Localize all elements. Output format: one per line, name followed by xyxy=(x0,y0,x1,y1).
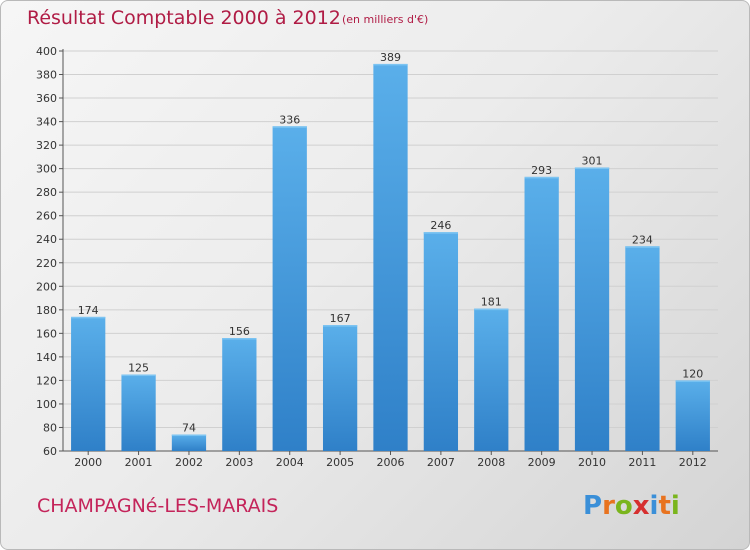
data-label: 246 xyxy=(430,219,451,232)
x-tick-label: 2000 xyxy=(74,456,102,469)
bar xyxy=(524,176,559,451)
y-tick-label: 400 xyxy=(36,45,57,58)
bar xyxy=(373,63,408,452)
bar-highlight xyxy=(272,126,307,128)
x-tick-label: 2003 xyxy=(225,456,253,469)
logo-letter: i xyxy=(649,491,659,521)
y-tick-label: 200 xyxy=(36,280,57,293)
x-tick-label: 2012 xyxy=(679,456,707,469)
bar xyxy=(574,167,610,451)
x-tick-label: 2008 xyxy=(477,456,505,469)
y-tick-label: 100 xyxy=(36,398,57,411)
bar-highlight xyxy=(71,316,106,319)
logo-letter: r xyxy=(602,491,615,521)
x-tick-label: 2001 xyxy=(125,456,153,469)
x-tick-label: 2004 xyxy=(276,456,304,469)
bar-highlight xyxy=(423,232,459,234)
logo-letter: P xyxy=(583,491,603,521)
x-tick-label: 2010 xyxy=(578,456,606,469)
bar xyxy=(121,374,156,451)
bar xyxy=(322,325,358,451)
bar-highlight xyxy=(524,176,559,179)
bar-highlight xyxy=(322,325,358,327)
data-label: 74 xyxy=(182,422,196,435)
bar xyxy=(423,232,459,451)
chart-title: Résultat Comptable 2000 à 2012 xyxy=(27,7,341,29)
chart-subtitle: (en milliers d'€) xyxy=(342,13,429,26)
y-tick-label: 120 xyxy=(36,374,57,387)
x-tick-label: 2002 xyxy=(175,456,203,469)
y-tick-label: 340 xyxy=(36,116,57,129)
data-label: 389 xyxy=(380,51,401,64)
y-tick-label: 140 xyxy=(36,351,57,364)
y-tick-label: 380 xyxy=(36,69,57,82)
y-tick-label: 320 xyxy=(36,139,57,152)
data-label: 120 xyxy=(682,367,703,380)
x-tick-label: 2011 xyxy=(628,456,656,469)
bar xyxy=(474,308,509,451)
bar-highlight xyxy=(675,380,710,382)
city-name: CHAMPAGNé-LES-MARAIS xyxy=(37,495,279,517)
data-label: 336 xyxy=(279,113,300,126)
bar-highlight xyxy=(574,167,610,169)
logo-letter: x xyxy=(632,491,650,521)
data-label: 301 xyxy=(582,154,603,167)
bar xyxy=(675,380,710,451)
y-tick-label: 80 xyxy=(43,421,57,434)
x-tick-label: 2007 xyxy=(427,456,455,469)
y-tick-label: 60 xyxy=(43,445,57,458)
y-tick-label: 180 xyxy=(36,304,57,317)
y-tick-label: 300 xyxy=(36,163,57,176)
y-tick-label: 260 xyxy=(36,210,57,223)
bar-highlight xyxy=(625,246,660,248)
data-label: 181 xyxy=(481,296,502,309)
proxiti-logo: Proxiti xyxy=(583,491,680,521)
data-label: 125 xyxy=(128,362,149,375)
bar-highlight xyxy=(121,374,156,377)
logo-letter: t xyxy=(658,491,671,521)
logo-letter: i xyxy=(670,491,680,521)
logo-letter: o xyxy=(614,491,633,521)
bar-highlight xyxy=(474,308,509,311)
data-label: 167 xyxy=(330,312,351,325)
data-label: 234 xyxy=(632,233,653,246)
y-tick-label: 360 xyxy=(36,92,57,105)
bar xyxy=(625,246,660,451)
bar-highlight xyxy=(373,63,408,66)
x-tick-label: 2005 xyxy=(326,456,354,469)
data-label: 174 xyxy=(78,304,99,317)
y-tick-label: 160 xyxy=(36,327,57,340)
bar xyxy=(71,316,106,451)
bar xyxy=(171,434,207,451)
bar-highlight xyxy=(222,338,257,340)
x-tick-label: 2009 xyxy=(528,456,556,469)
y-tick-label: 280 xyxy=(36,186,57,199)
bar xyxy=(272,126,307,451)
bar-highlight xyxy=(171,434,207,437)
x-tick-label: 2006 xyxy=(377,456,405,469)
y-tick-label: 220 xyxy=(36,257,57,270)
y-tick-label: 240 xyxy=(36,233,57,246)
data-label: 293 xyxy=(531,164,552,177)
bar xyxy=(222,338,257,451)
data-label: 156 xyxy=(229,325,250,338)
